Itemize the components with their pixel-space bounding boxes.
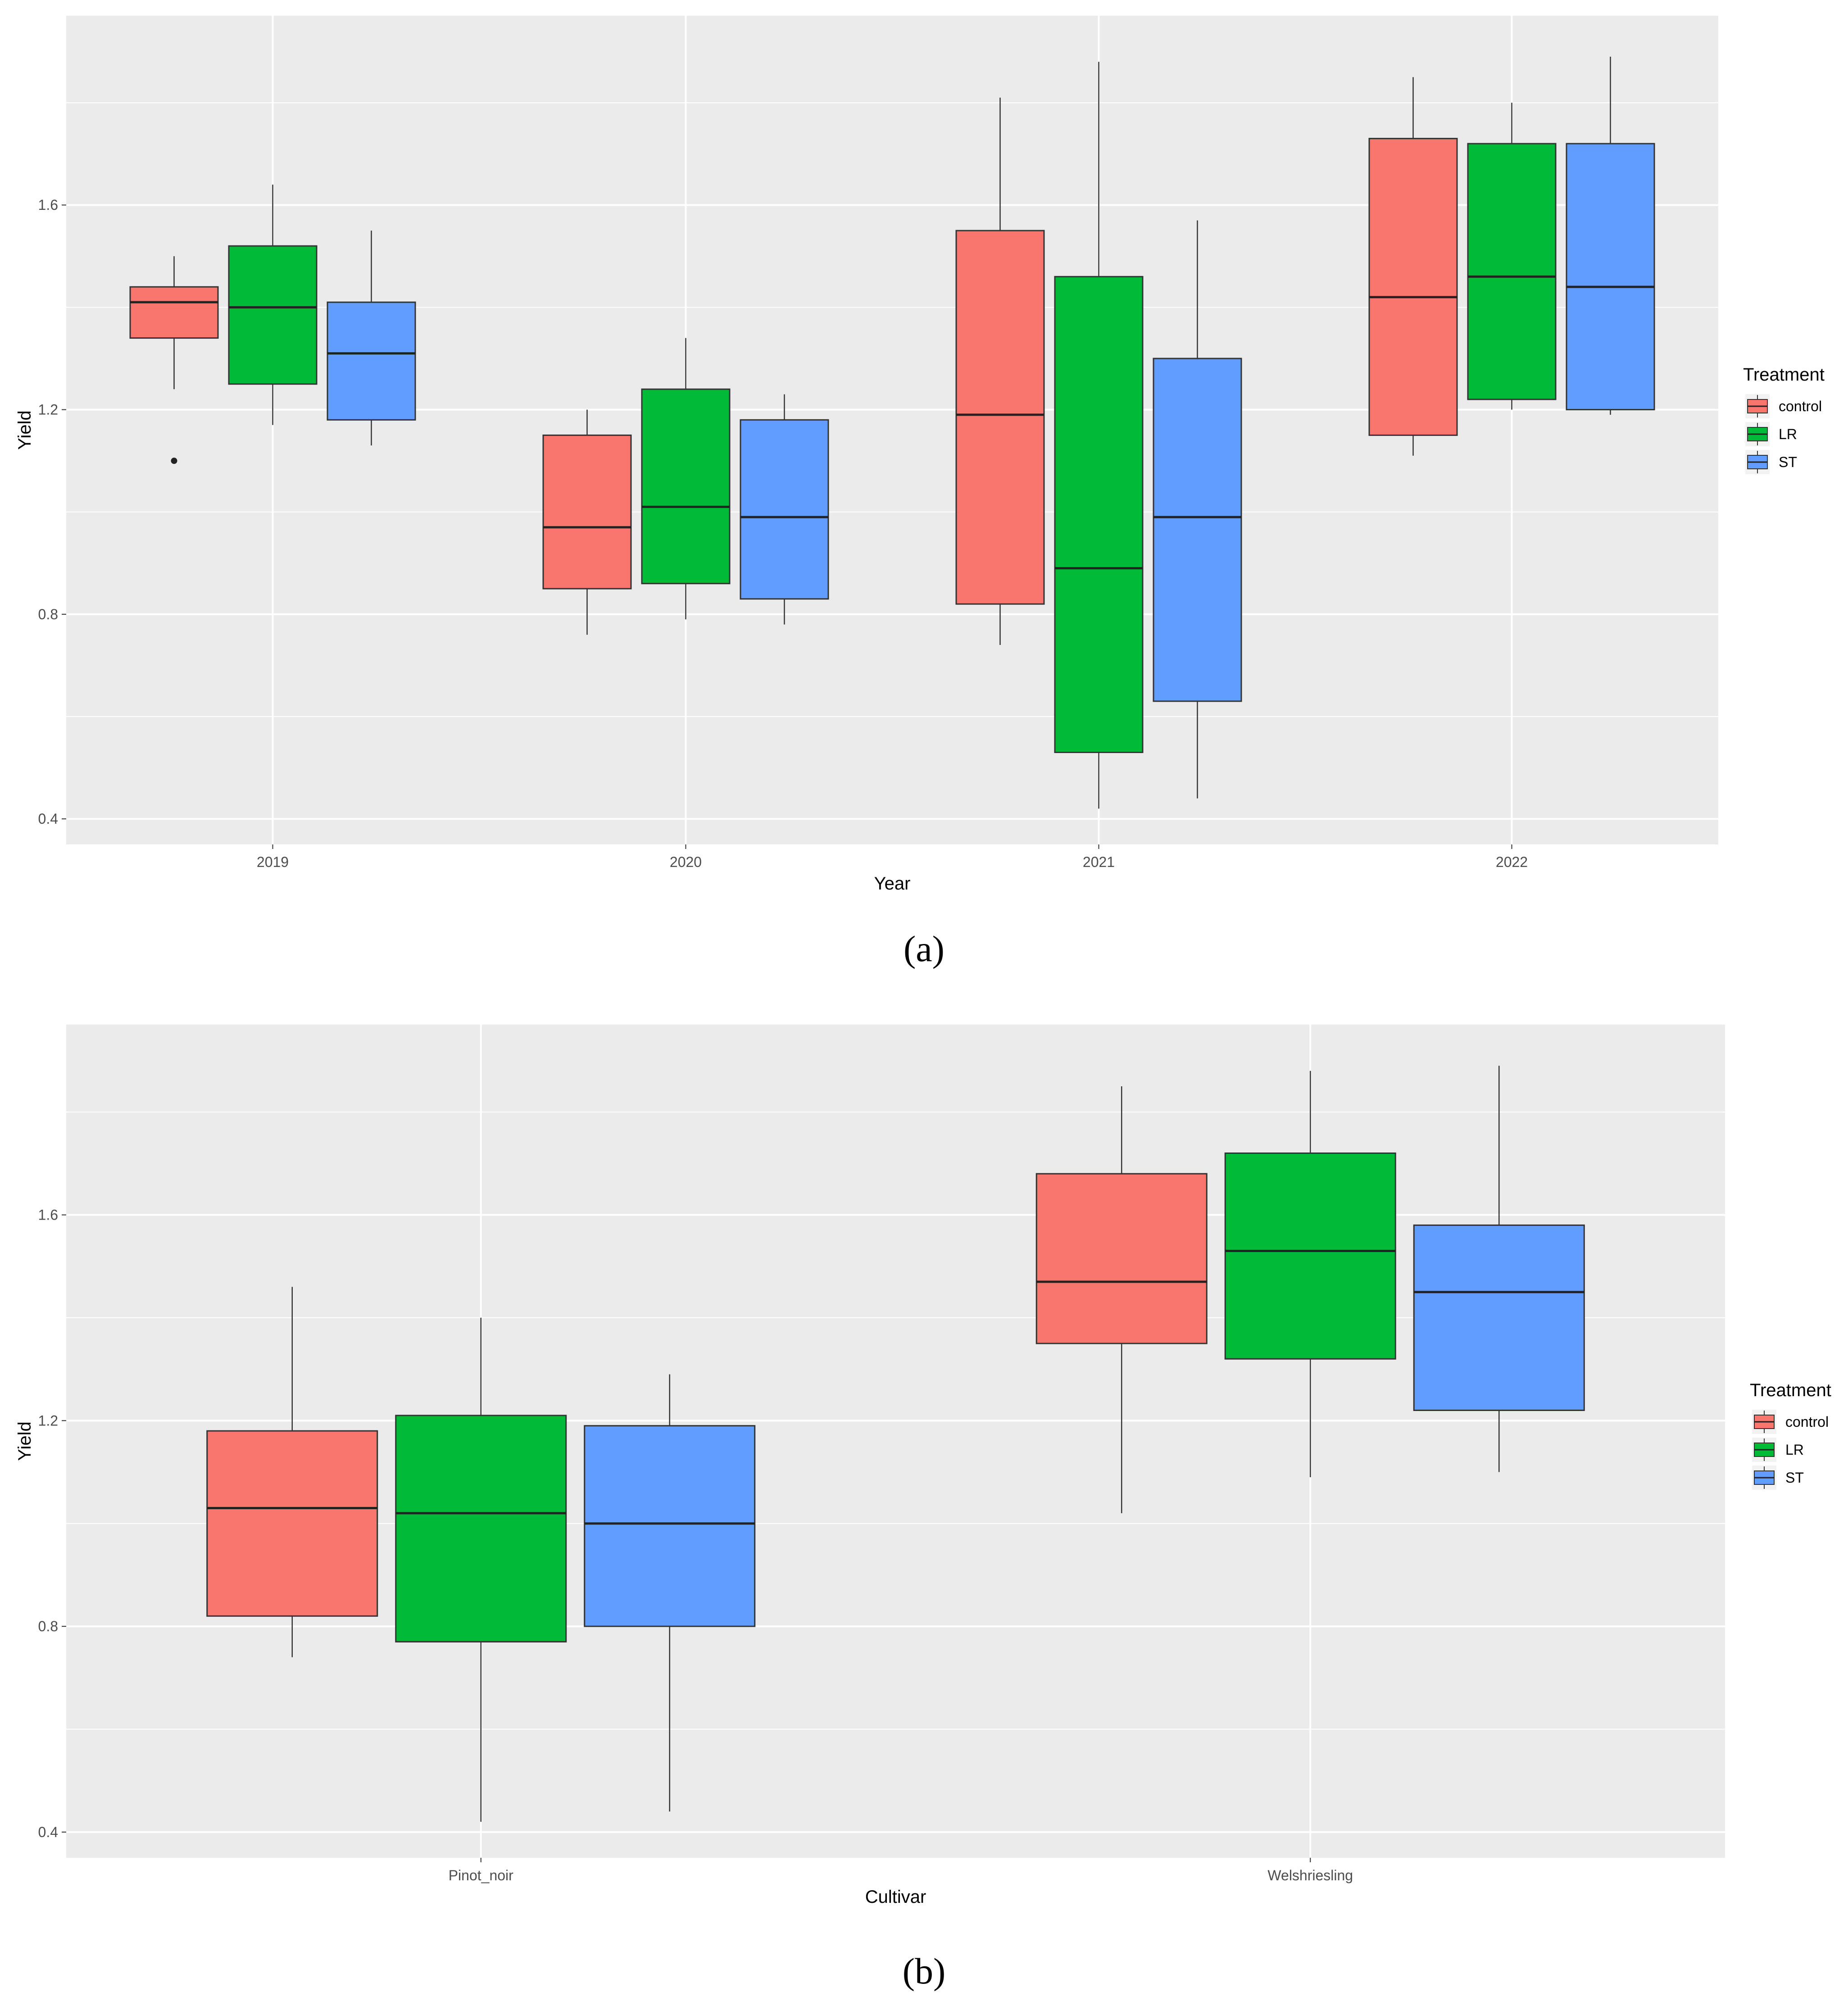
box-control-2020 [542, 409, 632, 635]
legend: Treatment control LR ST [1743, 365, 1825, 474]
legend-label-control: control [1785, 1414, 1829, 1430]
box-LR-2020 [641, 338, 731, 620]
box-LR-Pinot_noir [395, 1317, 567, 1822]
box-control-Welshriesling [1035, 1086, 1208, 1513]
box-LR-2019 [228, 184, 318, 425]
x-tick-label: 2021 [1083, 854, 1115, 870]
legend-label-ST: ST [1779, 454, 1797, 470]
box-control-2019 [129, 256, 219, 464]
y-tick-label: 1.2 [38, 402, 58, 418]
x-tick-label: 2020 [670, 854, 702, 870]
box-body [228, 245, 318, 385]
box-ST-2020 [740, 394, 829, 625]
chart-a: 0.4 0.8 1.2 1.6 2019 2020 2021 2022 Year Yield Tre… [15, 16, 1825, 894]
box-body [1566, 143, 1655, 411]
outlier-point [171, 458, 177, 464]
y-tick-label: 0.4 [38, 1824, 58, 1840]
box-ST-Welshriesling [1413, 1066, 1585, 1472]
x-tick-label: 2019 [257, 854, 289, 870]
box-body [740, 419, 829, 600]
box-body [395, 1415, 567, 1643]
box-body [1153, 358, 1242, 702]
plot-panel [66, 16, 1718, 844]
box-body [584, 1425, 756, 1627]
chart-b: 0.4 0.8 1.2 1.6 Pinot_noir Welshriesling Culti… [15, 1025, 1831, 1907]
y-tick-label: 1.6 [38, 1207, 58, 1223]
y-tick-label: 0.8 [38, 606, 58, 622]
box-body [542, 434, 632, 590]
box-LR-2021 [1054, 62, 1144, 809]
box-LR-Welshriesling [1224, 1071, 1396, 1477]
panel-label-a: (a) [903, 928, 944, 969]
box-body [129, 286, 219, 339]
x-tick-label: 2022 [1496, 854, 1528, 870]
y-tick-label: 0.8 [38, 1618, 58, 1634]
legend: Treatment control LR ST [1750, 1380, 1831, 1490]
box-LR-2022 [1467, 103, 1557, 410]
box-body [1413, 1224, 1585, 1411]
legend-label-LR: LR [1779, 426, 1797, 442]
box-ST-2021 [1153, 220, 1242, 799]
legend-title: Treatment [1750, 1380, 1831, 1400]
box-body [1035, 1173, 1208, 1344]
x-axis-title: Cultivar [865, 1887, 926, 1907]
panel-label-b: (b) [902, 1951, 946, 1992]
box-control-Pinot_noir [206, 1287, 378, 1657]
box-body [1054, 276, 1144, 753]
legend-label-ST: ST [1785, 1470, 1804, 1486]
box-ST-2022 [1566, 56, 1655, 415]
y-tick-label: 0.4 [38, 811, 58, 827]
box-ST-2019 [327, 231, 416, 446]
box-body [206, 1430, 378, 1617]
box-control-2022 [1368, 77, 1458, 456]
x-axis-title: Year [874, 874, 911, 894]
legend-label-control: control [1779, 398, 1822, 414]
box-body [641, 388, 731, 585]
box-body [1224, 1152, 1396, 1360]
box-ST-Pinot_noir [584, 1374, 756, 1812]
y-axis-title: Yield [15, 1421, 35, 1461]
x-tick-label: Pinot_noir [449, 1867, 513, 1883]
box-control-2021 [955, 97, 1045, 645]
box-body [1368, 138, 1458, 436]
legend-title: Treatment [1743, 365, 1825, 385]
box-body [1467, 143, 1557, 400]
y-tick-label: 1.6 [38, 197, 58, 213]
y-axis-title: Yield [15, 410, 35, 449]
y-tick-label: 1.2 [38, 1412, 58, 1429]
box-body [327, 301, 416, 421]
x-tick-label: Welshriesling [1267, 1867, 1353, 1883]
box-body [955, 230, 1045, 605]
legend-label-LR: LR [1785, 1442, 1804, 1458]
